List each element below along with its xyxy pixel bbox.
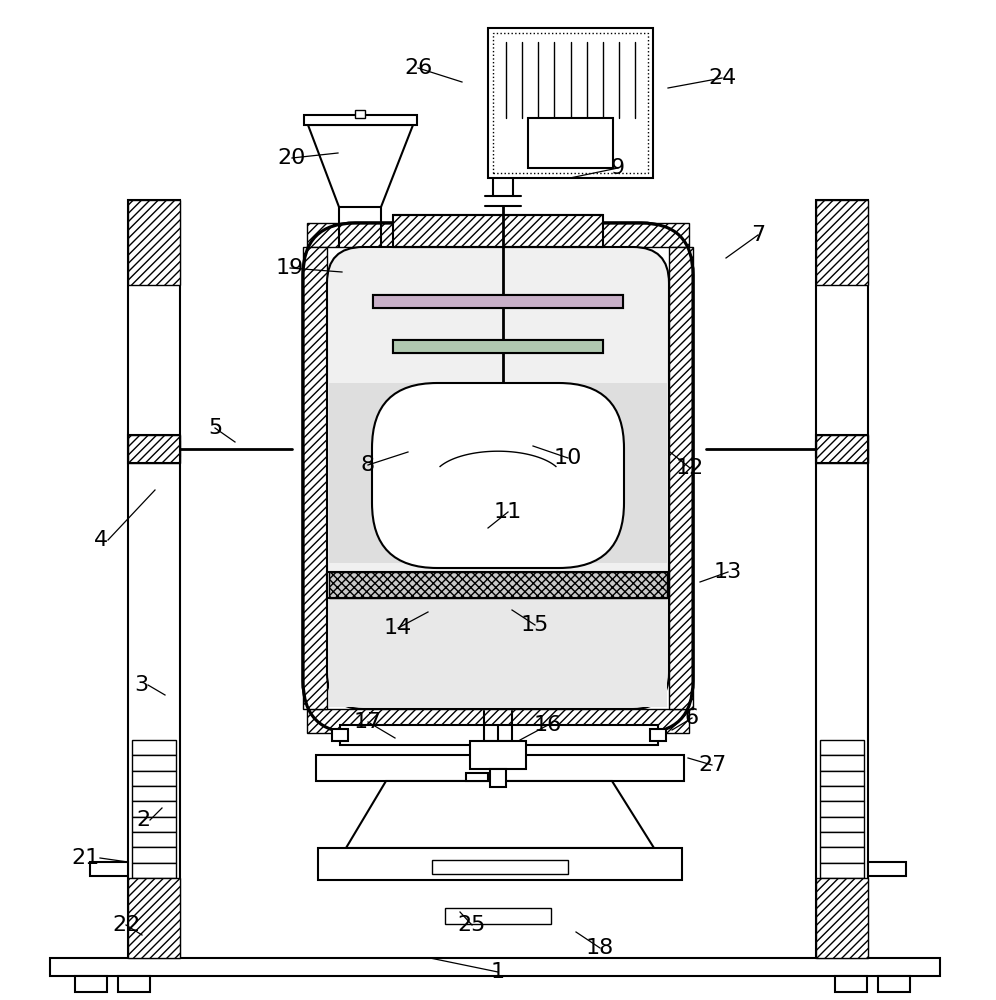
Text: 13: 13: [714, 562, 742, 582]
FancyBboxPatch shape: [372, 383, 624, 568]
Bar: [820, 771, 864, 786]
Text: 26: 26: [403, 58, 432, 78]
Bar: [393, 340, 603, 353]
Bar: [816, 435, 868, 463]
Bar: [868, 862, 906, 876]
Text: 1: 1: [491, 962, 505, 982]
Bar: [820, 863, 864, 878]
Bar: [332, 729, 348, 741]
Text: 5: 5: [208, 418, 222, 438]
Bar: [669, 247, 693, 709]
Text: 7: 7: [751, 225, 765, 245]
Bar: [393, 340, 603, 353]
Bar: [488, 28, 653, 178]
Bar: [820, 817, 864, 832]
Bar: [128, 200, 180, 958]
Bar: [128, 878, 180, 958]
Bar: [373, 295, 623, 308]
Text: 8: 8: [361, 455, 375, 475]
Bar: [355, 110, 365, 118]
Text: 24: 24: [708, 68, 736, 88]
Bar: [316, 755, 684, 781]
Text: 27: 27: [698, 755, 726, 775]
Bar: [820, 801, 864, 817]
Polygon shape: [346, 781, 654, 848]
Text: 9: 9: [611, 158, 625, 178]
Bar: [820, 786, 864, 801]
FancyBboxPatch shape: [327, 247, 669, 709]
Bar: [340, 725, 658, 745]
Bar: [128, 200, 180, 285]
FancyBboxPatch shape: [303, 223, 693, 733]
Polygon shape: [308, 125, 413, 207]
Bar: [132, 863, 176, 878]
Bar: [318, 848, 682, 880]
Bar: [132, 740, 176, 755]
Text: 12: 12: [676, 458, 704, 478]
Bar: [820, 740, 864, 755]
Bar: [650, 729, 666, 741]
Bar: [373, 295, 623, 308]
Bar: [329, 598, 667, 707]
Bar: [75, 976, 107, 992]
Text: 19: 19: [276, 258, 304, 278]
Text: 20: 20: [278, 148, 306, 168]
Text: 14: 14: [383, 618, 412, 638]
Bar: [816, 878, 868, 958]
Text: 16: 16: [534, 715, 562, 735]
Bar: [132, 847, 176, 863]
Bar: [132, 817, 176, 832]
Bar: [878, 976, 910, 992]
Bar: [307, 709, 689, 733]
Text: 11: 11: [494, 502, 522, 522]
Bar: [470, 741, 526, 769]
Text: 21: 21: [72, 848, 100, 868]
Bar: [128, 435, 180, 463]
Bar: [820, 847, 864, 863]
Bar: [329, 572, 667, 598]
Bar: [490, 769, 506, 787]
Bar: [118, 976, 150, 992]
Bar: [90, 862, 128, 876]
Text: 17: 17: [354, 712, 382, 732]
Text: 4: 4: [94, 530, 108, 550]
Bar: [50, 958, 940, 976]
Text: 10: 10: [554, 448, 583, 468]
Bar: [132, 771, 176, 786]
Bar: [816, 435, 868, 463]
Bar: [128, 435, 180, 463]
Text: 6: 6: [685, 708, 699, 728]
Text: 2: 2: [135, 810, 150, 830]
Bar: [816, 200, 868, 285]
Bar: [132, 786, 176, 801]
Bar: [835, 976, 867, 992]
Text: 25: 25: [458, 915, 486, 935]
Bar: [466, 773, 488, 781]
Bar: [304, 115, 417, 125]
Bar: [820, 832, 864, 847]
Bar: [528, 118, 613, 168]
Text: 18: 18: [586, 938, 615, 958]
Bar: [820, 755, 864, 771]
Bar: [327, 572, 669, 598]
Bar: [303, 247, 327, 709]
Bar: [445, 908, 551, 924]
Bar: [329, 383, 667, 563]
Bar: [132, 832, 176, 847]
Bar: [132, 755, 176, 771]
Text: 15: 15: [521, 615, 549, 635]
Bar: [816, 200, 868, 958]
Bar: [132, 801, 176, 817]
Bar: [393, 340, 603, 353]
Text: 3: 3: [133, 675, 148, 695]
Bar: [373, 295, 623, 308]
Text: 22: 22: [112, 915, 140, 935]
Bar: [393, 215, 603, 247]
Bar: [493, 33, 648, 173]
Bar: [307, 223, 689, 247]
Bar: [432, 860, 568, 874]
